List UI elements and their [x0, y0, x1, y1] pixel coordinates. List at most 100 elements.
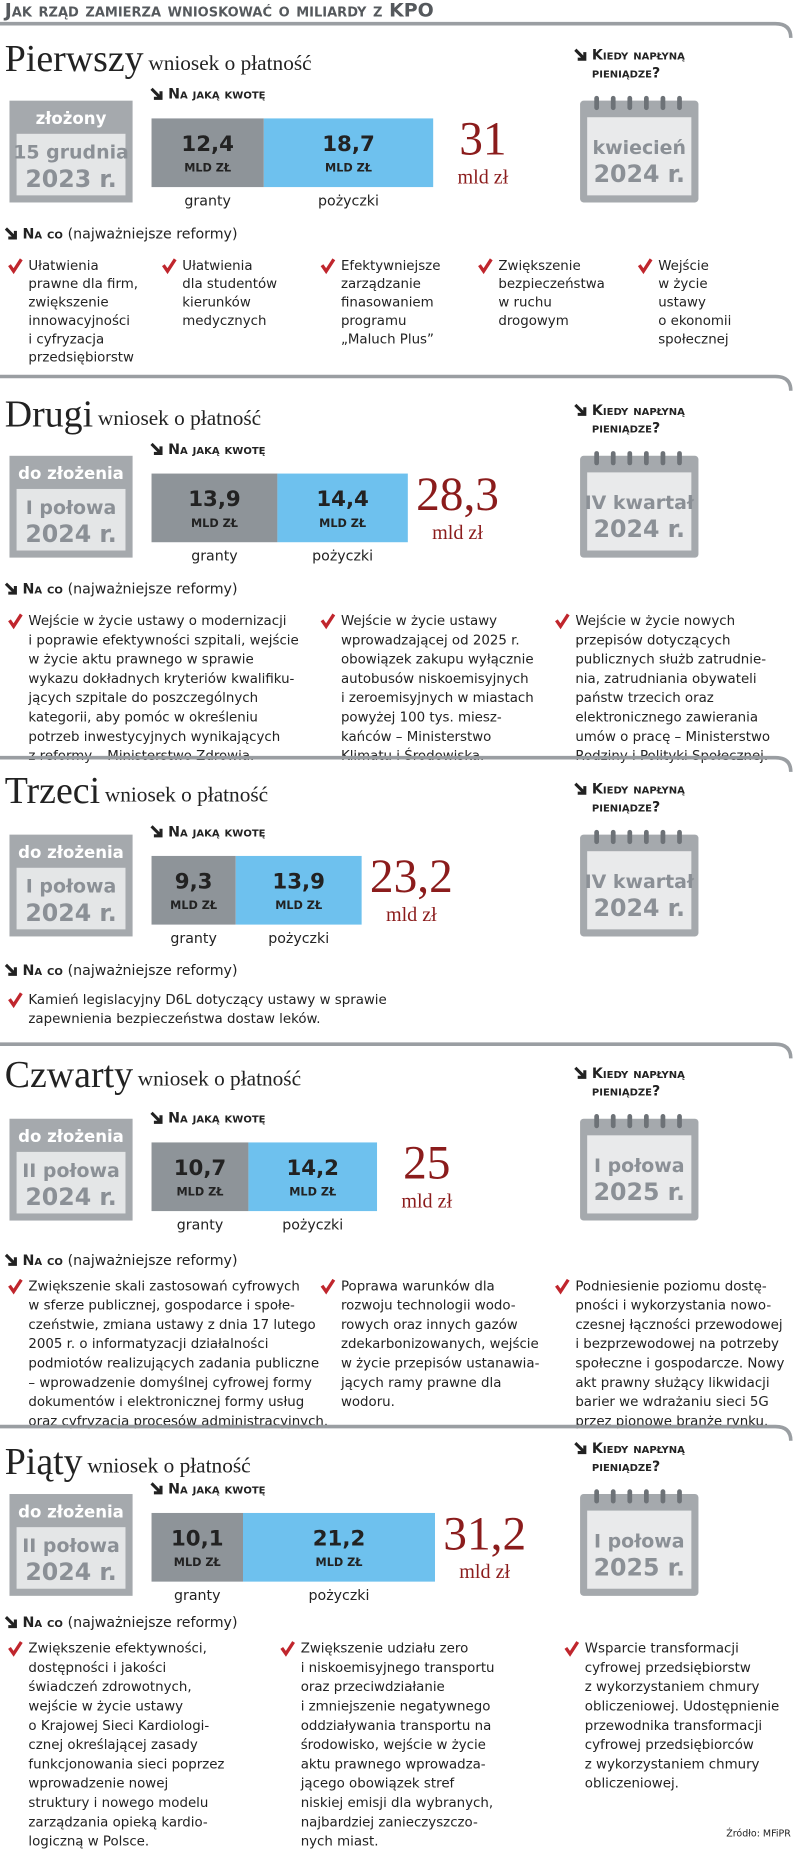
bar-loans: [277, 473, 408, 543]
reforms-heading: Na co: [22, 226, 62, 242]
when: I połowa: [594, 1530, 685, 1552]
reform-text: „Maluch Plus”: [341, 332, 434, 347]
reform-text: akt prawny służący likwidacji: [575, 1376, 769, 1391]
check-icon: [8, 992, 23, 1009]
divider: [0, 1042, 793, 1059]
reform-text: Zwiększenie: [498, 259, 580, 274]
date: 2024 r.: [25, 899, 116, 927]
reform-text: w życie przepisów ustanawia-: [341, 1356, 540, 1372]
reform-text: medycznych: [182, 314, 266, 329]
reform-text: jących ramy prawne dla: [340, 1376, 501, 1391]
reform-text: zapewnienia bezpieczeństwa dostaw leków.: [28, 1011, 320, 1027]
check-icon: [320, 613, 336, 630]
reform-text: przewodnika transformacji: [585, 1719, 762, 1734]
when-heading: pieniądze?: [592, 65, 660, 81]
bar-unit: MLD ZŁ: [191, 517, 238, 530]
when: 2024 r.: [594, 160, 685, 188]
reform-text: oraz przeciwdziałanie: [301, 1680, 445, 1695]
reform-text: z wykorzystaniem chmury: [585, 1757, 760, 1772]
reforms-note: (najważniejsze reformy): [68, 963, 238, 979]
bar-name: granty: [177, 1217, 223, 1233]
reform-text: dostępności i jakości: [28, 1660, 166, 1676]
reform-text: obliczeniowej.: [585, 1777, 679, 1792]
reform-text: bezpieczeństwa: [498, 276, 604, 292]
reform-text: potrzeb inwestycyjnych wynikających: [28, 730, 280, 745]
total-unit: mld zł: [459, 1561, 510, 1583]
reform-text: wykazu dokładnych kryteriów kwalifiku-: [28, 671, 294, 687]
bar-unit: MLD ZŁ: [177, 1186, 224, 1199]
reform-text: przedsiębiorstw: [28, 351, 134, 366]
reform-text: Zwiększenie skali zastosowań cyfrowych: [28, 1278, 299, 1294]
reform-text: z wykorzystaniem chmury: [585, 1680, 760, 1695]
reform-text: w życie aktu prawnego w sprawie: [28, 653, 253, 668]
reform-text: środowisko, wejście w życie: [301, 1737, 486, 1753]
bar-label: 14,4: [316, 487, 369, 512]
when-heading: pieniądze?: [592, 421, 660, 437]
bar-unit: MLD ZŁ: [275, 899, 322, 912]
reform-text: rowych oraz innych gazów: [341, 1317, 518, 1333]
reform-text: zwiększenie: [28, 296, 108, 311]
bar-unit: MLD ZŁ: [325, 162, 372, 175]
bar-loans: [242, 1512, 435, 1582]
reform-text: Wejście w życie ustawy o modernizacji: [28, 613, 286, 629]
bar-grants: [151, 855, 236, 925]
status-inner: [16, 1151, 126, 1214]
bar-unit: MLD ZŁ: [319, 517, 366, 530]
total: 31: [459, 114, 506, 166]
calendar-ring: [660, 1489, 666, 1504]
calendar-ring: [594, 1114, 600, 1129]
reform-text: wprowadzającej od 2025 r.: [341, 633, 520, 648]
total-unit: mld zł: [432, 522, 483, 544]
when: 2024 r.: [594, 894, 685, 922]
calendar-ring: [677, 1114, 682, 1129]
reform-text: czesnej łączności przewodowej: [575, 1317, 782, 1333]
reform-text: – wprowadzenie domyślnej cyfrowej formy: [28, 1375, 312, 1391]
calendar-ring: [610, 95, 616, 111]
when-heading: pieniądze?: [592, 1084, 660, 1100]
reform-text: w sferze publicznej, gospodarce i społe-: [28, 1299, 295, 1314]
check-icon: [478, 258, 493, 275]
reform-text: zdekarbonizowanych, wejście: [341, 1336, 539, 1352]
when: IV kwartał: [585, 871, 695, 893]
calendar-ring: [660, 1114, 666, 1129]
calendar-ring: [594, 95, 600, 111]
arrow-icon: [150, 1482, 163, 1495]
reform-text: rozwoju technologii wodo-: [341, 1299, 516, 1314]
status: do złożenia: [18, 1127, 124, 1146]
reforms-heading: Na co: [22, 582, 62, 598]
divider: [0, 1424, 793, 1441]
status: złożony: [36, 109, 107, 128]
calendar-inner: [587, 851, 692, 930]
reform-text: świadczeń zdrowotnych,: [28, 1679, 191, 1695]
arrow-icon: [150, 87, 163, 100]
bar-name: pożyczki: [309, 1588, 370, 1604]
reform-text: Klimatu i Środowiska.: [341, 746, 484, 764]
status-inner: [16, 1527, 126, 1589]
reform-text: oddziaływania transportu na: [301, 1719, 492, 1734]
status-inner: [16, 488, 126, 551]
reform-text: Zwiększenie efektywności,: [28, 1641, 206, 1657]
total: 31,2: [443, 1508, 526, 1560]
bar-name: granty: [191, 548, 237, 564]
reforms-heading: Na co: [22, 1615, 62, 1631]
calendar-inner: [587, 1135, 692, 1214]
bar-grants: [151, 473, 278, 543]
total-unit: mld zł: [401, 1191, 452, 1213]
arrow-icon: [150, 825, 163, 838]
reform-text: jącego obowiązek stref: [300, 1777, 455, 1792]
check-icon: [637, 258, 653, 275]
arrow-icon: [4, 1616, 17, 1629]
bar-unit: MLD ZŁ: [174, 1556, 221, 1569]
when-heading: pieniądze?: [592, 1459, 660, 1475]
bar-name: pożyczki: [318, 193, 379, 209]
reform-text: pności i wykorzystania nowo-: [575, 1298, 771, 1314]
reform-text: Wsparcie transformacji: [585, 1642, 739, 1657]
bar-unit: MLD ZŁ: [289, 1186, 336, 1199]
check-icon: [320, 1278, 336, 1295]
reform-text: i niskoemisyjnego transportu: [301, 1661, 495, 1676]
amount-heading: Na jaką kwotę: [168, 442, 266, 458]
reform-text: czeństwie, zmiana ustawy z dnia 17 luteg…: [28, 1317, 315, 1333]
reform-text: barier we wdrażaniu sieci 5G: [575, 1395, 768, 1410]
calendar-ring: [627, 1114, 633, 1129]
reform-text: w ruchu: [498, 296, 551, 311]
